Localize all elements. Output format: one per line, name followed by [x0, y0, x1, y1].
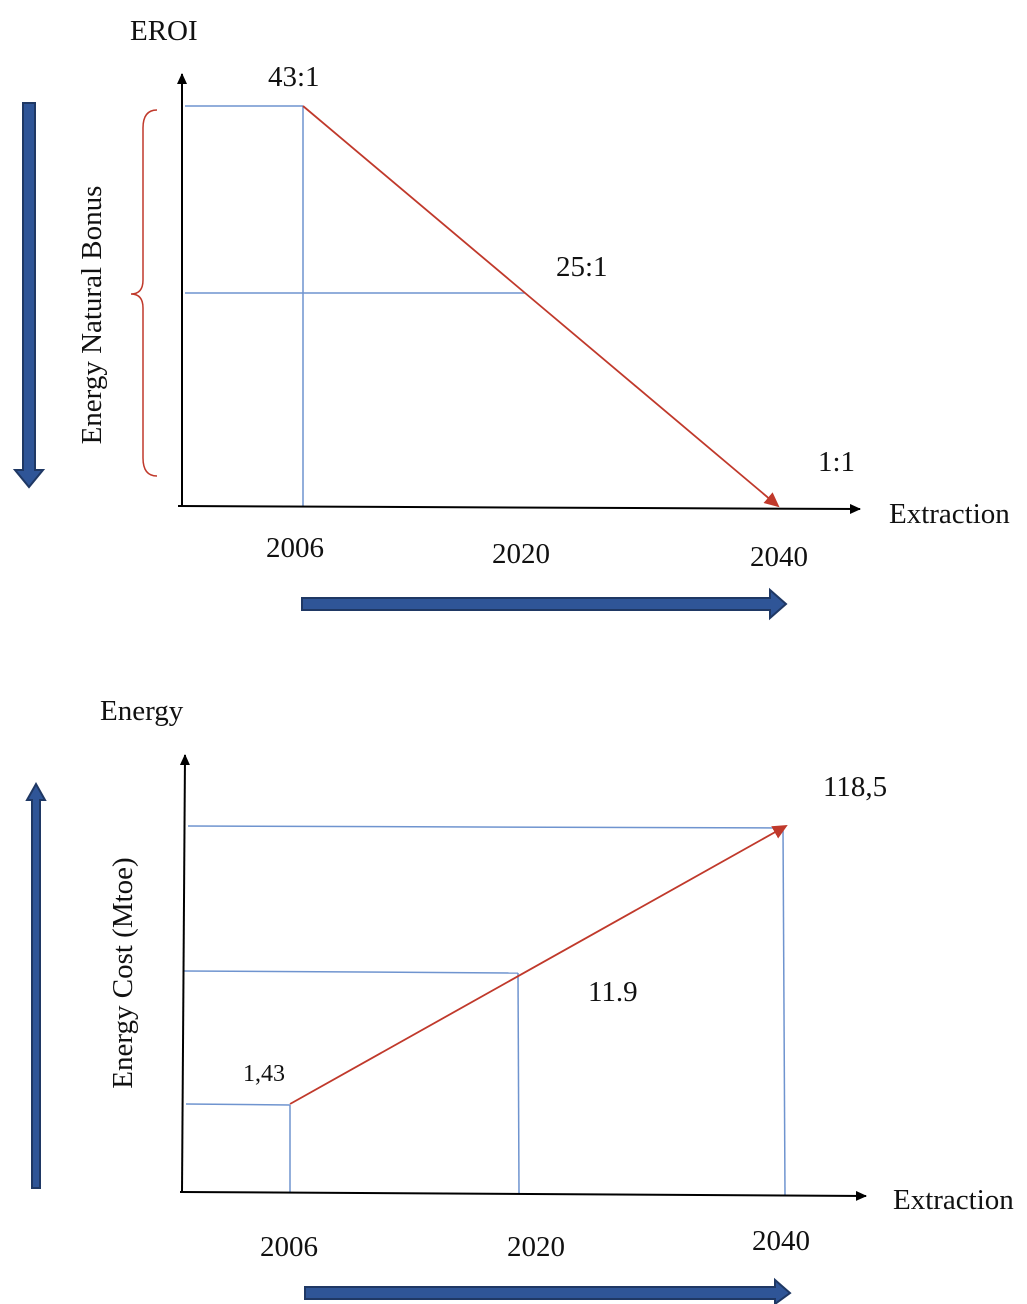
tick-label-2020-bottom: 2020 [507, 1231, 565, 1263]
point-label-1: 1:1 [818, 446, 855, 478]
big-up-arrow-icon [25, 781, 47, 1189]
tick-label-2020: 2020 [492, 538, 550, 570]
tick-label-2040-bottom: 2040 [752, 1225, 810, 1257]
guide-line-118 [187, 825, 784, 829]
big-right-arrow-icon [301, 587, 788, 621]
point-label-43: 43:1 [268, 61, 320, 93]
tick-label-2006: 2006 [266, 532, 324, 564]
side-label-energy-natural-bonus: Energy Natural Bonus [76, 186, 108, 445]
y-axis-bottom [179, 754, 190, 1193]
x-axis-label-extraction: Extraction [889, 498, 1010, 530]
big-right-arrow-bottom-icon [304, 1277, 792, 1304]
side-label-energy-cost: Energy Cost (Mtoe) [107, 857, 139, 1088]
y-axis-label-eroi: EROI [130, 15, 198, 47]
point-label-1-43: 1,43 [243, 1061, 285, 1087]
tick-label-2040: 2040 [750, 541, 808, 573]
x-axis [177, 503, 861, 514]
guide-line-2020 [517, 972, 520, 1194]
guide-line-2040 [782, 827, 786, 1196]
bonus-bracket [130, 109, 158, 477]
eroi-trend-line [302, 105, 780, 508]
guide-line-1-43 [185, 1103, 291, 1106]
point-label-25: 25:1 [556, 251, 608, 283]
point-label-118-5: 118,5 [823, 771, 887, 803]
tick-label-2006-bottom: 2006 [260, 1231, 318, 1263]
y-axis-label-energy: Energy [100, 695, 184, 727]
guide-line-11-9 [183, 970, 519, 974]
x-axis-bottom [179, 1190, 867, 1201]
eroi-chart: Energy Natural Bonus EROI Extraction 43:… [12, 15, 1010, 621]
x-axis-label-extraction-bottom: Extraction [893, 1184, 1014, 1216]
point-label-11-9: 11.9 [588, 976, 638, 1008]
big-down-arrow-icon [12, 102, 46, 489]
energy-cost-trend-line [289, 825, 788, 1105]
energy-cost-chart: Energy Cost (Mtoe) Energy Extraction 1,4… [25, 695, 1014, 1304]
